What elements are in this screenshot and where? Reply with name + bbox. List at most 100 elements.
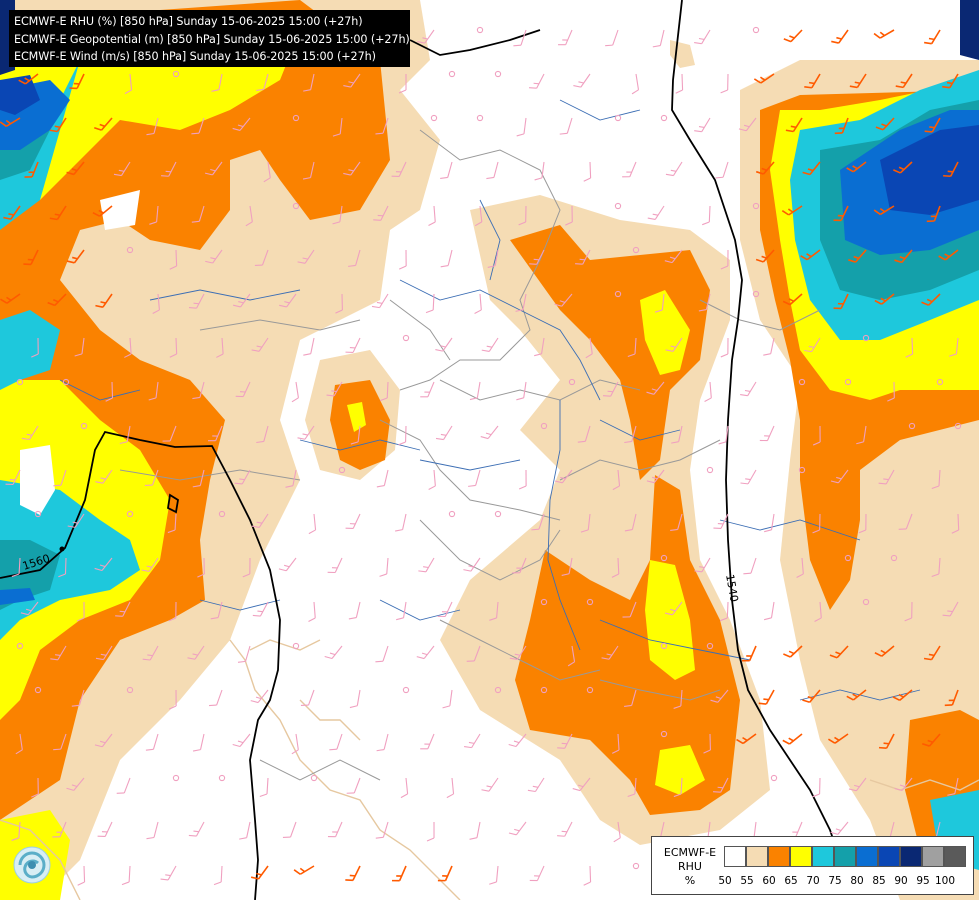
wind-barb	[665, 161, 683, 177]
wind-calm-marker	[16, 378, 24, 386]
wind-barb	[803, 337, 821, 353]
wind-calm-marker	[476, 26, 484, 34]
wind-barb	[895, 73, 913, 89]
wind-barb	[509, 645, 527, 660]
wind-barb	[168, 689, 177, 710]
legend-swatches	[724, 846, 966, 867]
wind-barb	[121, 865, 131, 886]
wind-barb	[371, 293, 389, 309]
wind-barb	[204, 161, 223, 176]
wind-barb	[94, 117, 113, 131]
wind-barb	[518, 205, 527, 226]
wind-barb	[670, 513, 683, 531]
wind-barb	[738, 117, 757, 132]
wind-barb	[278, 557, 297, 572]
wind-barb	[518, 469, 527, 490]
wind-barb	[713, 513, 729, 529]
legend-label: 50	[718, 875, 732, 887]
wind-barb	[375, 821, 389, 839]
wind-barb	[279, 293, 297, 308]
wind-calm-marker	[844, 378, 852, 386]
wind-calm-marker	[798, 378, 806, 386]
wind-barb	[442, 689, 453, 709]
wind-barb	[250, 689, 269, 704]
wind-barb	[512, 557, 527, 574]
wind-barb	[303, 73, 315, 92]
wind-barb	[216, 337, 224, 358]
legend-swatch	[812, 846, 834, 867]
wind-barb	[308, 601, 316, 622]
wind-barb	[144, 469, 159, 486]
legend-label: 95	[916, 875, 930, 887]
wind-barb	[435, 425, 453, 441]
wind-barb	[782, 293, 803, 306]
wind-barb	[671, 425, 683, 444]
wind-calm-marker	[586, 686, 594, 694]
wind-barb	[92, 205, 113, 217]
wind-barb	[141, 557, 159, 572]
wind-barb	[0, 293, 21, 304]
wind-barb	[720, 249, 729, 270]
wind-barb	[146, 117, 159, 136]
wind-barb	[149, 205, 159, 225]
wind-barb	[720, 337, 729, 358]
wind-calm-marker	[844, 554, 852, 562]
wind-barb	[239, 821, 251, 840]
wind-barb	[572, 777, 591, 792]
wind-barb	[926, 205, 941, 223]
wind-calm-marker	[292, 114, 300, 122]
wind-barb	[469, 821, 481, 840]
wind-barb	[892, 689, 913, 701]
wind-barb	[516, 381, 527, 401]
legend-title-line2: RHU	[678, 860, 702, 873]
wind-barb	[24, 161, 39, 178]
wind-barb	[759, 425, 775, 442]
wind-barb	[878, 733, 895, 749]
wind-barb	[76, 601, 85, 622]
wind-barb	[782, 733, 803, 745]
legend-swatch	[856, 846, 878, 867]
wind-barb	[373, 205, 389, 221]
wind-barb	[15, 733, 23, 755]
wind-calm-marker	[954, 422, 962, 430]
wind-calm-marker	[126, 510, 134, 518]
wind-barb	[468, 469, 481, 487]
wind-barb	[115, 601, 131, 617]
wind-barb	[94, 557, 113, 572]
wind-barb	[694, 557, 711, 573]
wind-barb	[437, 601, 453, 618]
wind-barb	[160, 865, 177, 881]
wind-barb	[559, 117, 573, 135]
wind-barb	[47, 293, 67, 307]
wind-barb	[675, 73, 684, 94]
wind-barb	[77, 865, 86, 886]
contour-1540-label: 1540	[723, 573, 741, 603]
wind-barb	[529, 73, 545, 89]
geopotential-contours	[0, 0, 841, 900]
wind-barb	[802, 161, 821, 176]
wind-barb	[391, 161, 407, 178]
wind-barb	[573, 73, 591, 88]
wind-barb	[124, 337, 132, 358]
wind-barb	[894, 249, 913, 264]
wind-barb	[481, 337, 499, 352]
wind-barb	[943, 161, 959, 178]
wind-barb	[831, 29, 849, 44]
legend-swatch	[724, 846, 746, 867]
wind-calm-marker	[494, 686, 502, 694]
wind-barb	[251, 337, 269, 352]
wind-calm-marker	[430, 114, 438, 122]
wind-calm-marker	[338, 466, 346, 474]
wind-barb	[874, 645, 895, 657]
wind-barb	[565, 205, 573, 226]
legend-label: 55	[740, 875, 754, 887]
wind-barb	[303, 337, 315, 356]
wind-barb	[848, 777, 867, 792]
wind-calm-marker	[568, 378, 576, 386]
wind-barb	[466, 645, 481, 662]
wind-barb	[611, 557, 620, 578]
wind-barb	[245, 205, 253, 227]
wind-barb	[585, 337, 593, 359]
wind-barb	[646, 469, 665, 484]
weather-logo-icon	[13, 846, 51, 884]
